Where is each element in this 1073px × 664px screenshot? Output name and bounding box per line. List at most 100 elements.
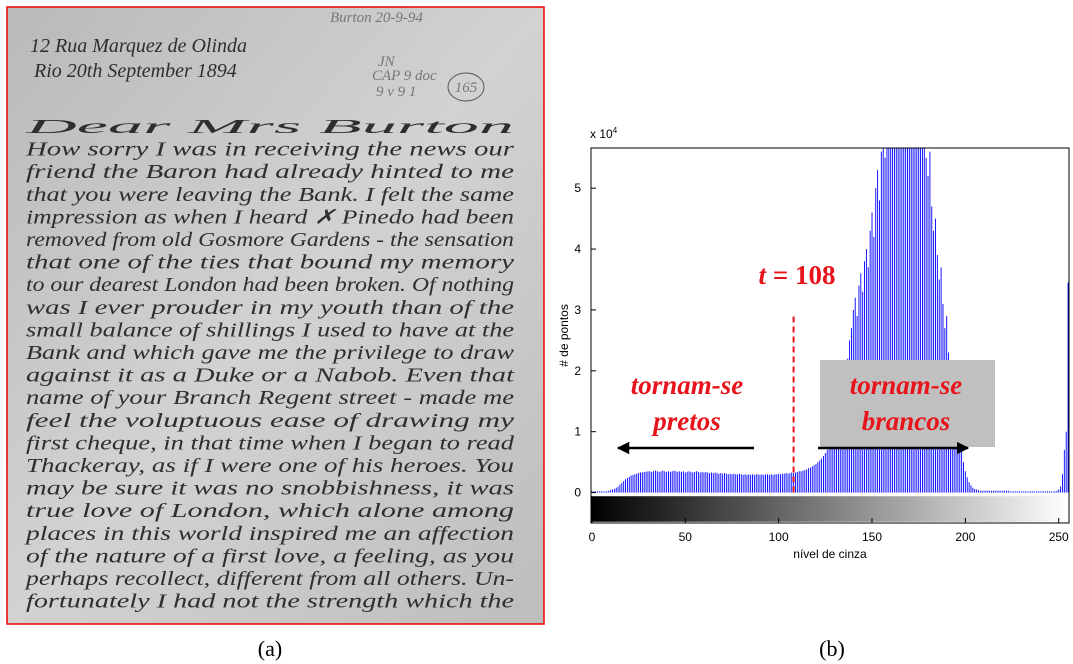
bar: [1040, 491, 1041, 492]
bar: [978, 490, 979, 492]
bar: [741, 474, 742, 492]
bar: [657, 471, 658, 492]
bar: [733, 474, 734, 493]
bar: [825, 453, 826, 493]
bar: [784, 474, 785, 493]
bar: [715, 472, 716, 492]
bar: [963, 462, 964, 492]
bar: [1004, 491, 1005, 493]
x-tick-label: 100: [769, 530, 789, 544]
bar: [984, 491, 985, 493]
bar: [1002, 491, 1003, 493]
bar: [1025, 491, 1026, 492]
letter-line: fortunately I had not the strength which…: [26, 591, 514, 613]
bar: [1023, 491, 1024, 492]
bar: [612, 490, 613, 493]
letter-line: perhaps recollect, different from all ot…: [23, 568, 514, 590]
letter-line: of the nature of a first love, a feeling…: [26, 545, 514, 567]
bar: [1049, 491, 1050, 492]
letter-line: small balance of shillings I used to hav…: [26, 319, 514, 341]
bar: [621, 483, 622, 493]
bar: [987, 491, 988, 493]
bar: [961, 450, 962, 493]
bar: [746, 475, 747, 493]
bar: [814, 465, 815, 492]
bar: [1008, 491, 1009, 493]
note: 9 v 9 1: [376, 84, 416, 100]
letter-line: Thackeray, as if I were one of his heroe…: [26, 455, 514, 477]
bar: [704, 472, 705, 492]
bar: [653, 471, 654, 492]
bar: [1030, 491, 1031, 492]
x-tick-label: 250: [1049, 530, 1069, 544]
bar: [806, 469, 807, 492]
plot-background: [591, 148, 1069, 523]
bar: [774, 474, 775, 492]
bar: [819, 460, 820, 492]
y-tick-label: 4: [574, 242, 581, 256]
bar: [711, 472, 712, 492]
bar: [935, 219, 936, 493]
bar: [1064, 450, 1065, 493]
bar: [614, 489, 615, 493]
bar: [776, 474, 777, 492]
bar: [625, 479, 626, 492]
bar: [971, 485, 972, 492]
x-tick-label: 0: [589, 530, 596, 544]
bar: [605, 491, 606, 492]
letter-line: feel the voluptuous ease of drawing my: [26, 410, 514, 432]
bar: [1062, 474, 1063, 492]
y-tick-label: 1: [574, 425, 581, 439]
bar: [823, 456, 824, 493]
bar: [713, 473, 714, 492]
bar: [1066, 432, 1067, 493]
y-tick-label: 5: [574, 181, 581, 195]
bar: [760, 475, 761, 493]
bar: [739, 474, 740, 493]
figure: Burton 20-9-94 JN CAP 9 doc 9 v 9 1 165 …: [0, 0, 1073, 664]
bar: [676, 471, 677, 492]
bar: [737, 474, 738, 492]
bar: [965, 471, 966, 492]
bar: [791, 472, 792, 492]
letter-image: Burton 20-9-94 JN CAP 9 doc 9 v 9 1 165 …: [7, 7, 544, 624]
bar: [1045, 491, 1046, 492]
bar: [603, 491, 604, 492]
bar: [1015, 491, 1016, 492]
bar: [638, 473, 639, 492]
bar: [1006, 491, 1007, 493]
bar: [1060, 486, 1061, 492]
panel-label: (b): [819, 636, 845, 661]
bar: [788, 474, 789, 493]
bar: [827, 450, 828, 493]
bar: [1051, 491, 1052, 492]
bar: [610, 490, 611, 492]
bar: [816, 464, 817, 493]
bar: [771, 474, 772, 492]
bar: [722, 474, 723, 493]
letter-line: removed from old Gosmore Gardens - the s…: [26, 229, 514, 251]
bar: [683, 471, 684, 492]
letter-line: that one of the ties that bound my memor…: [26, 252, 514, 274]
bar: [782, 474, 783, 493]
threshold-label: t = 108: [759, 260, 836, 290]
x-tick-label: 150: [862, 530, 882, 544]
bar: [974, 489, 975, 493]
note: CAP 9 doc: [372, 68, 437, 84]
bar: [982, 491, 983, 493]
letter-line: first cheque, in that time when I began …: [26, 432, 515, 454]
bar: [608, 491, 609, 493]
note: 165: [455, 80, 478, 96]
letter-line: places in this world inspired me an affe…: [23, 523, 514, 545]
bar: [1047, 491, 1048, 492]
bar: [1017, 491, 1018, 492]
bar: [685, 472, 686, 492]
bar: [702, 472, 703, 493]
bar: [662, 471, 663, 493]
annotation: tornam-se: [631, 370, 744, 400]
bar: [989, 491, 990, 493]
bar: [1013, 491, 1014, 492]
y-multiplier-exponent: 4: [613, 126, 618, 135]
bar: [601, 491, 602, 492]
letter-line: 12 Rua Marquez de Olinda: [30, 35, 247, 57]
